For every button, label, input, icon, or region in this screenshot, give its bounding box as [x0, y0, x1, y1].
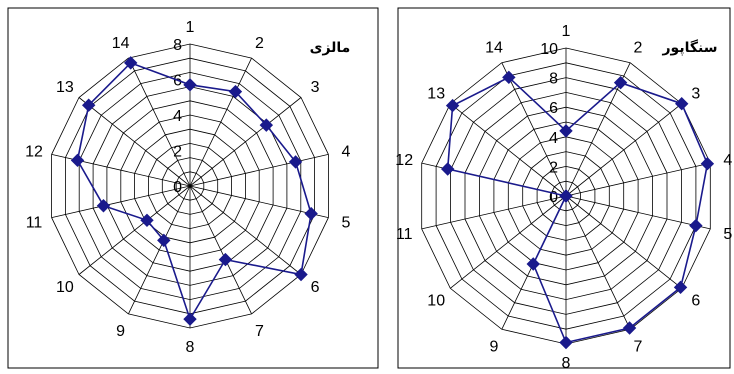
radial-tick-label: 0 — [173, 179, 182, 196]
data-point-marker — [559, 189, 573, 203]
data-point-marker — [559, 124, 573, 138]
category-label: 12 — [395, 152, 413, 169]
chart-frame — [397, 7, 731, 369]
data-point-marker — [622, 321, 637, 335]
grid-spoke — [189, 185, 302, 275]
category-label: 14 — [485, 39, 503, 56]
data-point-marker — [70, 153, 85, 168]
category-label: 6 — [311, 279, 320, 296]
category-label: 11 — [396, 226, 413, 243]
grid-spoke — [189, 185, 252, 315]
data-point-marker — [445, 98, 460, 113]
data-point-marker — [673, 280, 688, 295]
radial-tick-label: 8 — [549, 71, 558, 88]
data-point-marker — [183, 312, 197, 326]
category-label: 7 — [634, 339, 643, 356]
category-label: 7 — [255, 323, 264, 340]
category-label: 14 — [112, 35, 130, 52]
grid-spoke — [189, 57, 252, 187]
grid-spoke — [421, 195, 567, 230]
grid-spoke — [189, 185, 329, 218]
data-point-marker — [440, 162, 455, 176]
data-point-marker — [96, 199, 111, 213]
data-point-marker — [218, 252, 233, 267]
data-point-marker — [559, 335, 573, 350]
category-label: 5 — [342, 215, 351, 232]
data-point-marker — [294, 267, 308, 282]
category-label: 4 — [342, 143, 351, 160]
category-label: 13 — [427, 86, 445, 103]
data-point-marker — [228, 84, 243, 99]
grid-spoke — [565, 162, 711, 197]
data-point-marker — [140, 213, 154, 228]
data-point-marker — [689, 218, 703, 233]
category-label: 10 — [56, 279, 74, 296]
grid-spoke — [78, 97, 191, 187]
data-point-marker — [502, 70, 516, 85]
grid-spoke — [450, 195, 567, 289]
grid-spoke — [51, 185, 191, 218]
series-line — [446, 76, 709, 344]
data-point-marker — [304, 206, 318, 221]
category-label: 6 — [691, 293, 700, 310]
category-label: 4 — [723, 152, 732, 169]
data-point-marker — [675, 97, 689, 111]
category-label: 12 — [25, 143, 43, 160]
radial-tick-label: 2 — [173, 144, 182, 161]
radial-tick-label: 6 — [549, 100, 558, 117]
category-label: 9 — [116, 323, 125, 340]
category-label: 3 — [691, 86, 700, 103]
data-point-marker — [259, 118, 274, 132]
category-label: 13 — [56, 79, 74, 96]
grid-spoke — [501, 62, 567, 197]
chart-title: سنگاپور — [662, 39, 718, 56]
radial-tick-label: 10 — [540, 41, 558, 58]
category-label: 9 — [490, 339, 499, 356]
category-label: 3 — [311, 79, 320, 96]
data-point-marker — [526, 257, 540, 271]
category-label: 1 — [562, 23, 571, 40]
data-point-marker — [288, 155, 303, 169]
category-label: 2 — [255, 35, 264, 52]
chart-title: مالزی — [310, 39, 351, 56]
grid-spoke — [128, 57, 191, 187]
grid-spoke — [565, 195, 631, 330]
data-point-marker — [183, 78, 197, 92]
grid-spoke — [565, 195, 711, 230]
category-label: 2 — [634, 39, 643, 56]
grid-spoke — [78, 185, 191, 275]
category-label: 5 — [723, 226, 732, 243]
grid-spoke — [565, 195, 682, 289]
data-point-marker — [700, 157, 715, 171]
category-label: 8 — [562, 355, 571, 372]
category-label: 1 — [186, 19, 195, 36]
data-point-marker — [81, 98, 96, 112]
data-point-marker — [123, 56, 138, 70]
grid-spoke — [189, 97, 302, 187]
grid-spoke — [565, 103, 682, 197]
radial-tick-label: 4 — [173, 108, 182, 125]
radial-tick-label: 4 — [549, 130, 558, 147]
category-label: 8 — [186, 339, 195, 356]
data-point-marker — [613, 75, 628, 90]
grid-spoke — [189, 154, 329, 187]
grid-spoke — [128, 185, 191, 315]
radial-tick-label: 0 — [549, 189, 558, 206]
grid-spoke — [450, 103, 567, 197]
category-label: 10 — [427, 293, 445, 310]
radial-tick-label: 2 — [549, 159, 558, 176]
data-point-marker — [157, 233, 171, 248]
category-label: 11 — [26, 215, 43, 232]
radial-tick-label: 8 — [173, 37, 182, 54]
